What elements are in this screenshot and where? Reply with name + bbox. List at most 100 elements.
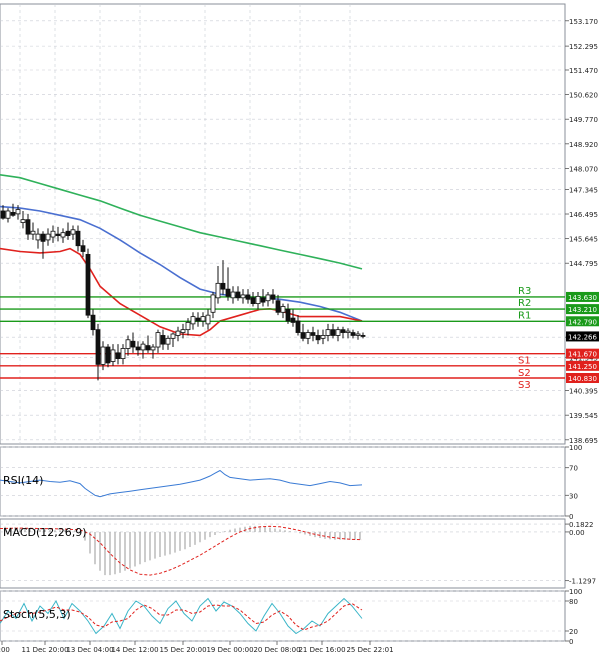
- candle-body: [80, 245, 86, 252]
- price-axis-tick-label: 152.295: [569, 43, 598, 51]
- candle-body: [20, 219, 26, 223]
- candle-body: [25, 219, 31, 235]
- rsi-axis-tick-label: 30: [569, 492, 578, 500]
- level-label-r1: R1: [518, 310, 531, 321]
- candle-body: [300, 332, 306, 339]
- candle-body: [45, 233, 51, 241]
- stoch-axis-tick-label: 0: [569, 638, 573, 646]
- candle-body: [235, 291, 241, 299]
- level-label-r2: R2: [518, 298, 531, 309]
- current-price-text: 142.266: [568, 333, 597, 341]
- x-tick-label: 6:00: [0, 646, 10, 654]
- candle-body: [195, 317, 201, 322]
- candle-body: [225, 288, 231, 297]
- macd-signal-line: [0, 525, 363, 576]
- candle-body: [245, 294, 251, 300]
- macd-axis-frame: [0, 518, 566, 589]
- candle-body: [165, 337, 171, 345]
- candle-body: [105, 346, 111, 364]
- candle-body: [335, 329, 341, 336]
- candle-body: [30, 230, 36, 235]
- candle-body: [10, 212, 16, 216]
- candle-body: [140, 343, 146, 351]
- moving-average-line: [0, 174, 363, 270]
- candle-body: [15, 209, 21, 215]
- candle-body: [320, 335, 326, 339]
- level-price-tag: [566, 316, 599, 327]
- price-axis-tick-label: 147.345: [569, 186, 598, 194]
- candle-body: [315, 335, 321, 341]
- candle-body: [215, 282, 221, 299]
- candle-body: [120, 348, 126, 360]
- candle-body: [285, 308, 291, 322]
- candle-body: [115, 352, 121, 360]
- price-axis-tick-label: 139.545: [569, 412, 598, 420]
- candle-body: [260, 297, 266, 303]
- stoch-label: Stoch(5,5,3): [3, 608, 71, 621]
- rsi-line: [0, 469, 363, 498]
- candle-body: [305, 332, 311, 339]
- stoch-panel: 100 80 20 0 Stoch(5,5,3): [0, 588, 582, 646]
- price-panel: 153.170 152.295 151.470 150.620 149.770 148.9…: [0, 3, 599, 445]
- candle-body: [175, 330, 181, 336]
- candle-body: [325, 329, 331, 336]
- candle-body: [160, 335, 166, 345]
- candle-body: [145, 345, 151, 351]
- candle-body: [345, 330, 351, 333]
- candle-body: [5, 210, 11, 219]
- candle-body: [70, 229, 76, 235]
- price-axis-tick-label: 145.645: [569, 236, 598, 244]
- x-tick-label: 11 Dec 20:00: [21, 646, 68, 654]
- price-axis-tick-label: 149.770: [569, 116, 598, 124]
- level-price-text: 141.670: [568, 351, 597, 359]
- candle-body: [350, 332, 356, 336]
- candle-body: [100, 346, 106, 365]
- candle-body: [135, 346, 141, 351]
- level-price-tag: [566, 373, 599, 383]
- level-price-text: 141.250: [568, 363, 597, 371]
- x-tick-label: 14 Dec 12:00: [111, 646, 158, 654]
- stoch-axis-tick-label: 80: [569, 598, 578, 606]
- price-axis-tick-label: 151.470: [569, 67, 598, 75]
- macd-axis-tick-label: 0.00: [569, 529, 585, 537]
- candle-body: [75, 230, 81, 247]
- level-label-s1: S1: [518, 356, 531, 367]
- x-tick-label: 20 Dec 08:00: [253, 646, 300, 654]
- level-price-tag: [566, 360, 599, 371]
- level-label-r3: R3: [518, 286, 531, 297]
- candle-body: [340, 329, 346, 333]
- candle-body: [110, 349, 116, 362]
- candle-body: [240, 294, 246, 299]
- x-tick-label: 13 Dec 04:00: [66, 646, 113, 654]
- candle-body: [85, 253, 91, 316]
- candle-body: [155, 332, 161, 348]
- price-axis-frame: [0, 3, 566, 445]
- price-axis-tick-label: 146.495: [569, 211, 598, 219]
- level-label-s3: S3: [518, 380, 531, 391]
- candle-body: [95, 329, 101, 365]
- rsi-label: RSI(14): [3, 474, 43, 487]
- candle-body: [290, 317, 296, 323]
- macd-label: MACD(12,26,9): [3, 526, 87, 539]
- candle-body: [35, 233, 41, 241]
- candle-body: [280, 306, 286, 313]
- candle-body: [0, 210, 6, 219]
- candle-body: [180, 329, 186, 333]
- candle-body: [130, 340, 136, 348]
- candle-body: [50, 230, 56, 238]
- rsi-axis-tick-label: 70: [569, 465, 578, 473]
- level-price-tag: [566, 348, 599, 359]
- candle-body: [210, 294, 216, 313]
- macd-axis-tick-label: 0.1822: [569, 521, 594, 529]
- price-axis-tick-label: 150.620: [569, 92, 598, 100]
- candle-body: [125, 339, 131, 349]
- level-price-text: 143.630: [568, 294, 597, 302]
- rsi-panel: 100 70 30 0 RSI(14): [0, 444, 582, 521]
- candle-body: [220, 282, 226, 290]
- candle-body: [205, 314, 211, 325]
- price-axis-tick-label: 140.395: [569, 388, 598, 396]
- level-price-text: 143.210: [568, 306, 597, 314]
